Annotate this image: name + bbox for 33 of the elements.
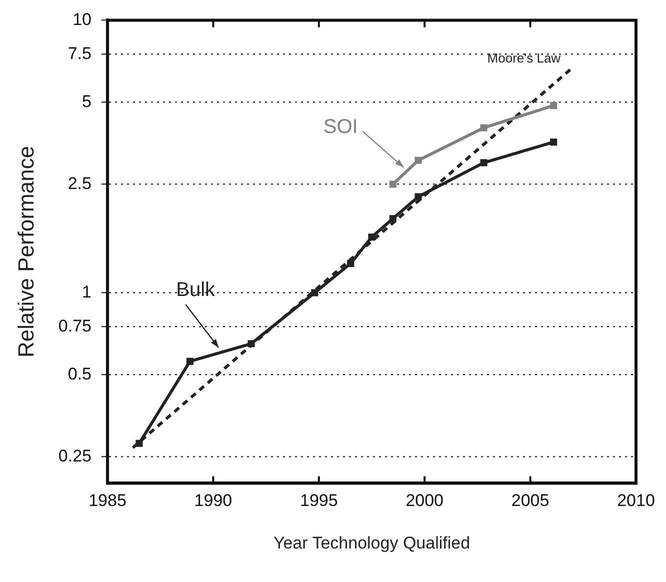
x-axis-title: Year Technology Qualified — [273, 533, 470, 552]
y-tick-label: 2.5 — [68, 174, 92, 193]
y-tick-label: 1 — [82, 282, 92, 302]
text: SOI — [323, 116, 358, 138]
y-axis-title: Relative Performance — [13, 146, 38, 358]
point — [248, 340, 255, 348]
y-tick-label: 0.75 — [58, 316, 92, 336]
x-tick-label: 1990 — [194, 491, 232, 510]
y-tick-label: 7.5 — [68, 44, 92, 63]
y-tick-label: 0.25 — [58, 446, 92, 466]
series-label: Moore's Law — [487, 50, 562, 66]
y-tick-label: 5 — [82, 92, 92, 111]
point — [311, 289, 318, 296]
point — [414, 156, 422, 164]
point — [186, 358, 194, 365]
point — [368, 234, 376, 241]
point — [136, 440, 143, 447]
x-tick-label: 2005 — [511, 491, 550, 510]
point — [480, 124, 488, 132]
point — [389, 180, 396, 188]
point — [550, 138, 558, 146]
x-tick-label: 2010 — [617, 491, 655, 510]
point — [480, 159, 488, 166]
point — [414, 193, 422, 200]
point — [550, 102, 558, 110]
x-tick-label: 1985 — [88, 491, 126, 510]
x-tick-label: 2000 — [406, 491, 444, 510]
point — [347, 260, 354, 268]
point — [389, 215, 396, 222]
x-tick-label: 1995 — [300, 491, 338, 510]
text: Bulk — [176, 279, 216, 302]
y-tick-label: 0.5 — [68, 364, 92, 384]
y-tick-label: 10 — [72, 10, 92, 29]
